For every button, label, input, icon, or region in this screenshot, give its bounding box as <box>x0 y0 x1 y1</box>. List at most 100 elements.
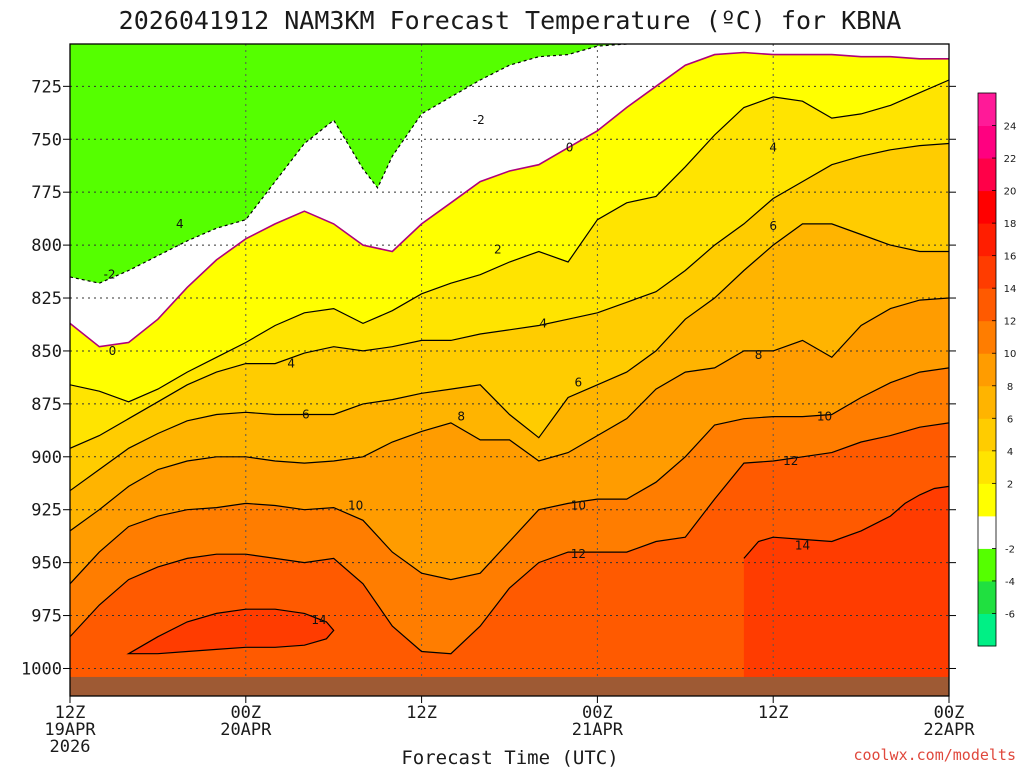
colorbar-swatch <box>978 93 996 127</box>
colorbar-swatch <box>978 483 996 517</box>
x-tick-label: 19APR <box>44 720 96 740</box>
contour-label: 4 <box>176 217 184 231</box>
y-tick-label: 725 <box>31 77 62 97</box>
contour-10 <box>70 367 949 585</box>
y-tick-label: 975 <box>31 607 62 627</box>
x-tick-label: 00Z <box>934 703 965 723</box>
colorbar-swatch <box>978 548 996 582</box>
colorbar-label: 24 <box>1004 122 1017 133</box>
contour-lines <box>70 44 949 655</box>
colorbar-label: -4 <box>1005 577 1015 588</box>
x-tick-label: 00Z <box>230 703 261 723</box>
contour-label: -2 <box>473 113 485 127</box>
colorbar-label: 22 <box>1004 154 1017 165</box>
y-tick-label: 825 <box>31 289 62 309</box>
contour-label: 6 <box>575 376 583 390</box>
contour-label: 14 <box>311 613 326 627</box>
contour-label: 4 <box>539 316 547 330</box>
contour-12 <box>70 422 949 655</box>
y-tick-label: 775 <box>31 183 62 203</box>
contour-label: 0 <box>109 344 117 358</box>
colorbar-swatch <box>978 418 996 452</box>
grid-lines <box>70 44 949 696</box>
colorbar-label: 20 <box>1004 187 1017 198</box>
colorbar-label: 2 <box>1007 479 1013 490</box>
colorbar-label: 6 <box>1007 414 1013 425</box>
colorbar-swatch <box>978 125 996 159</box>
contour-label: 8 <box>457 410 465 424</box>
ground-surface <box>70 676 949 696</box>
y-tick-label: 1000 <box>21 659 62 679</box>
contour--2 <box>70 44 627 284</box>
x-tick-label: 22APR <box>923 720 975 740</box>
colorbar-label: 16 <box>1004 252 1017 263</box>
contour-14b <box>743 485 949 559</box>
colorbar-label: -6 <box>1005 609 1015 620</box>
colorbar-swatch <box>978 450 996 484</box>
contour-label: 10 <box>348 498 363 512</box>
colorbar-label: 12 <box>1004 317 1017 328</box>
x-tick-label: 2026 <box>50 737 91 757</box>
x-tick-label: 12Z <box>55 703 86 723</box>
contour-label: 10 <box>571 498 586 512</box>
colorbar-label: 4 <box>1007 447 1013 458</box>
ground-fill <box>70 676 949 696</box>
colorbar-label: 10 <box>1004 349 1017 360</box>
x-tick-label: 21APR <box>572 720 624 740</box>
contour-label: 12 <box>783 454 798 468</box>
y-tick-label: 850 <box>31 342 62 362</box>
colorbar-swatch <box>978 255 996 289</box>
contour-0 <box>70 51 949 348</box>
temperature-fill-layer <box>70 44 949 696</box>
y-tick-label: 900 <box>31 448 62 468</box>
contour-6 <box>70 223 949 492</box>
contour-2 <box>70 79 949 403</box>
contour-label: 4 <box>769 141 777 155</box>
y-tick-label: 800 <box>31 236 62 256</box>
colorbar-label: 8 <box>1007 382 1013 393</box>
contour-4 <box>70 142 949 449</box>
x-tick-label: 12Z <box>758 703 789 723</box>
colorbar-swatch <box>978 353 996 387</box>
colorbar-frame <box>977 92 997 647</box>
contour-label: 14 <box>795 539 810 553</box>
contour-label: 10 <box>817 410 832 424</box>
credit-text: coolwx.com/modelts <box>853 746 1016 764</box>
y-tick-label: 925 <box>31 501 62 521</box>
contour-label: 6 <box>769 219 777 233</box>
colorbar-swatch <box>978 320 996 354</box>
y-tick-label: 750 <box>31 130 62 150</box>
contour-labels: -2 -2 0 0 4 2 4 4 4 6 6 6 8 8 10 10 10 12 12 14 14 <box>104 113 833 627</box>
x-tick-label: 20APR <box>220 720 272 740</box>
fill-band-14 <box>128 609 334 654</box>
contour-label: 2 <box>494 242 502 256</box>
colorbar-swatch <box>978 515 996 549</box>
colorbar-label: 18 <box>1004 219 1017 230</box>
plot-frame <box>69 43 950 697</box>
contour-label: 6 <box>302 407 310 421</box>
contour-label: 12 <box>571 547 586 561</box>
x-tick-label: 12Z <box>406 703 437 723</box>
colorbar-swatch <box>978 385 996 419</box>
x-tick-label: 00Z <box>582 703 613 723</box>
colorbar-label: -2 <box>1005 544 1015 555</box>
fill-band-14 <box>743 486 949 696</box>
contour-label: -2 <box>104 268 116 282</box>
colorbar-swatch <box>978 223 996 257</box>
colorbar-swatch <box>978 613 996 647</box>
contour-14 <box>126 608 335 655</box>
chart-title: 2026041912 NAM3KM Forecast Temperature (… <box>119 6 902 35</box>
contour-label: 0 <box>566 141 574 155</box>
colorbar-swatch <box>978 580 996 614</box>
colorbar-swatch <box>978 190 996 224</box>
y-tick-label: 875 <box>31 395 62 415</box>
colorbar-swatch <box>978 288 996 322</box>
contour-8 <box>70 297 949 532</box>
y-tick-label: 950 <box>31 554 62 574</box>
x-axis-title: Forecast Time (UTC) <box>401 747 618 768</box>
contour-label: 4 <box>287 357 295 371</box>
